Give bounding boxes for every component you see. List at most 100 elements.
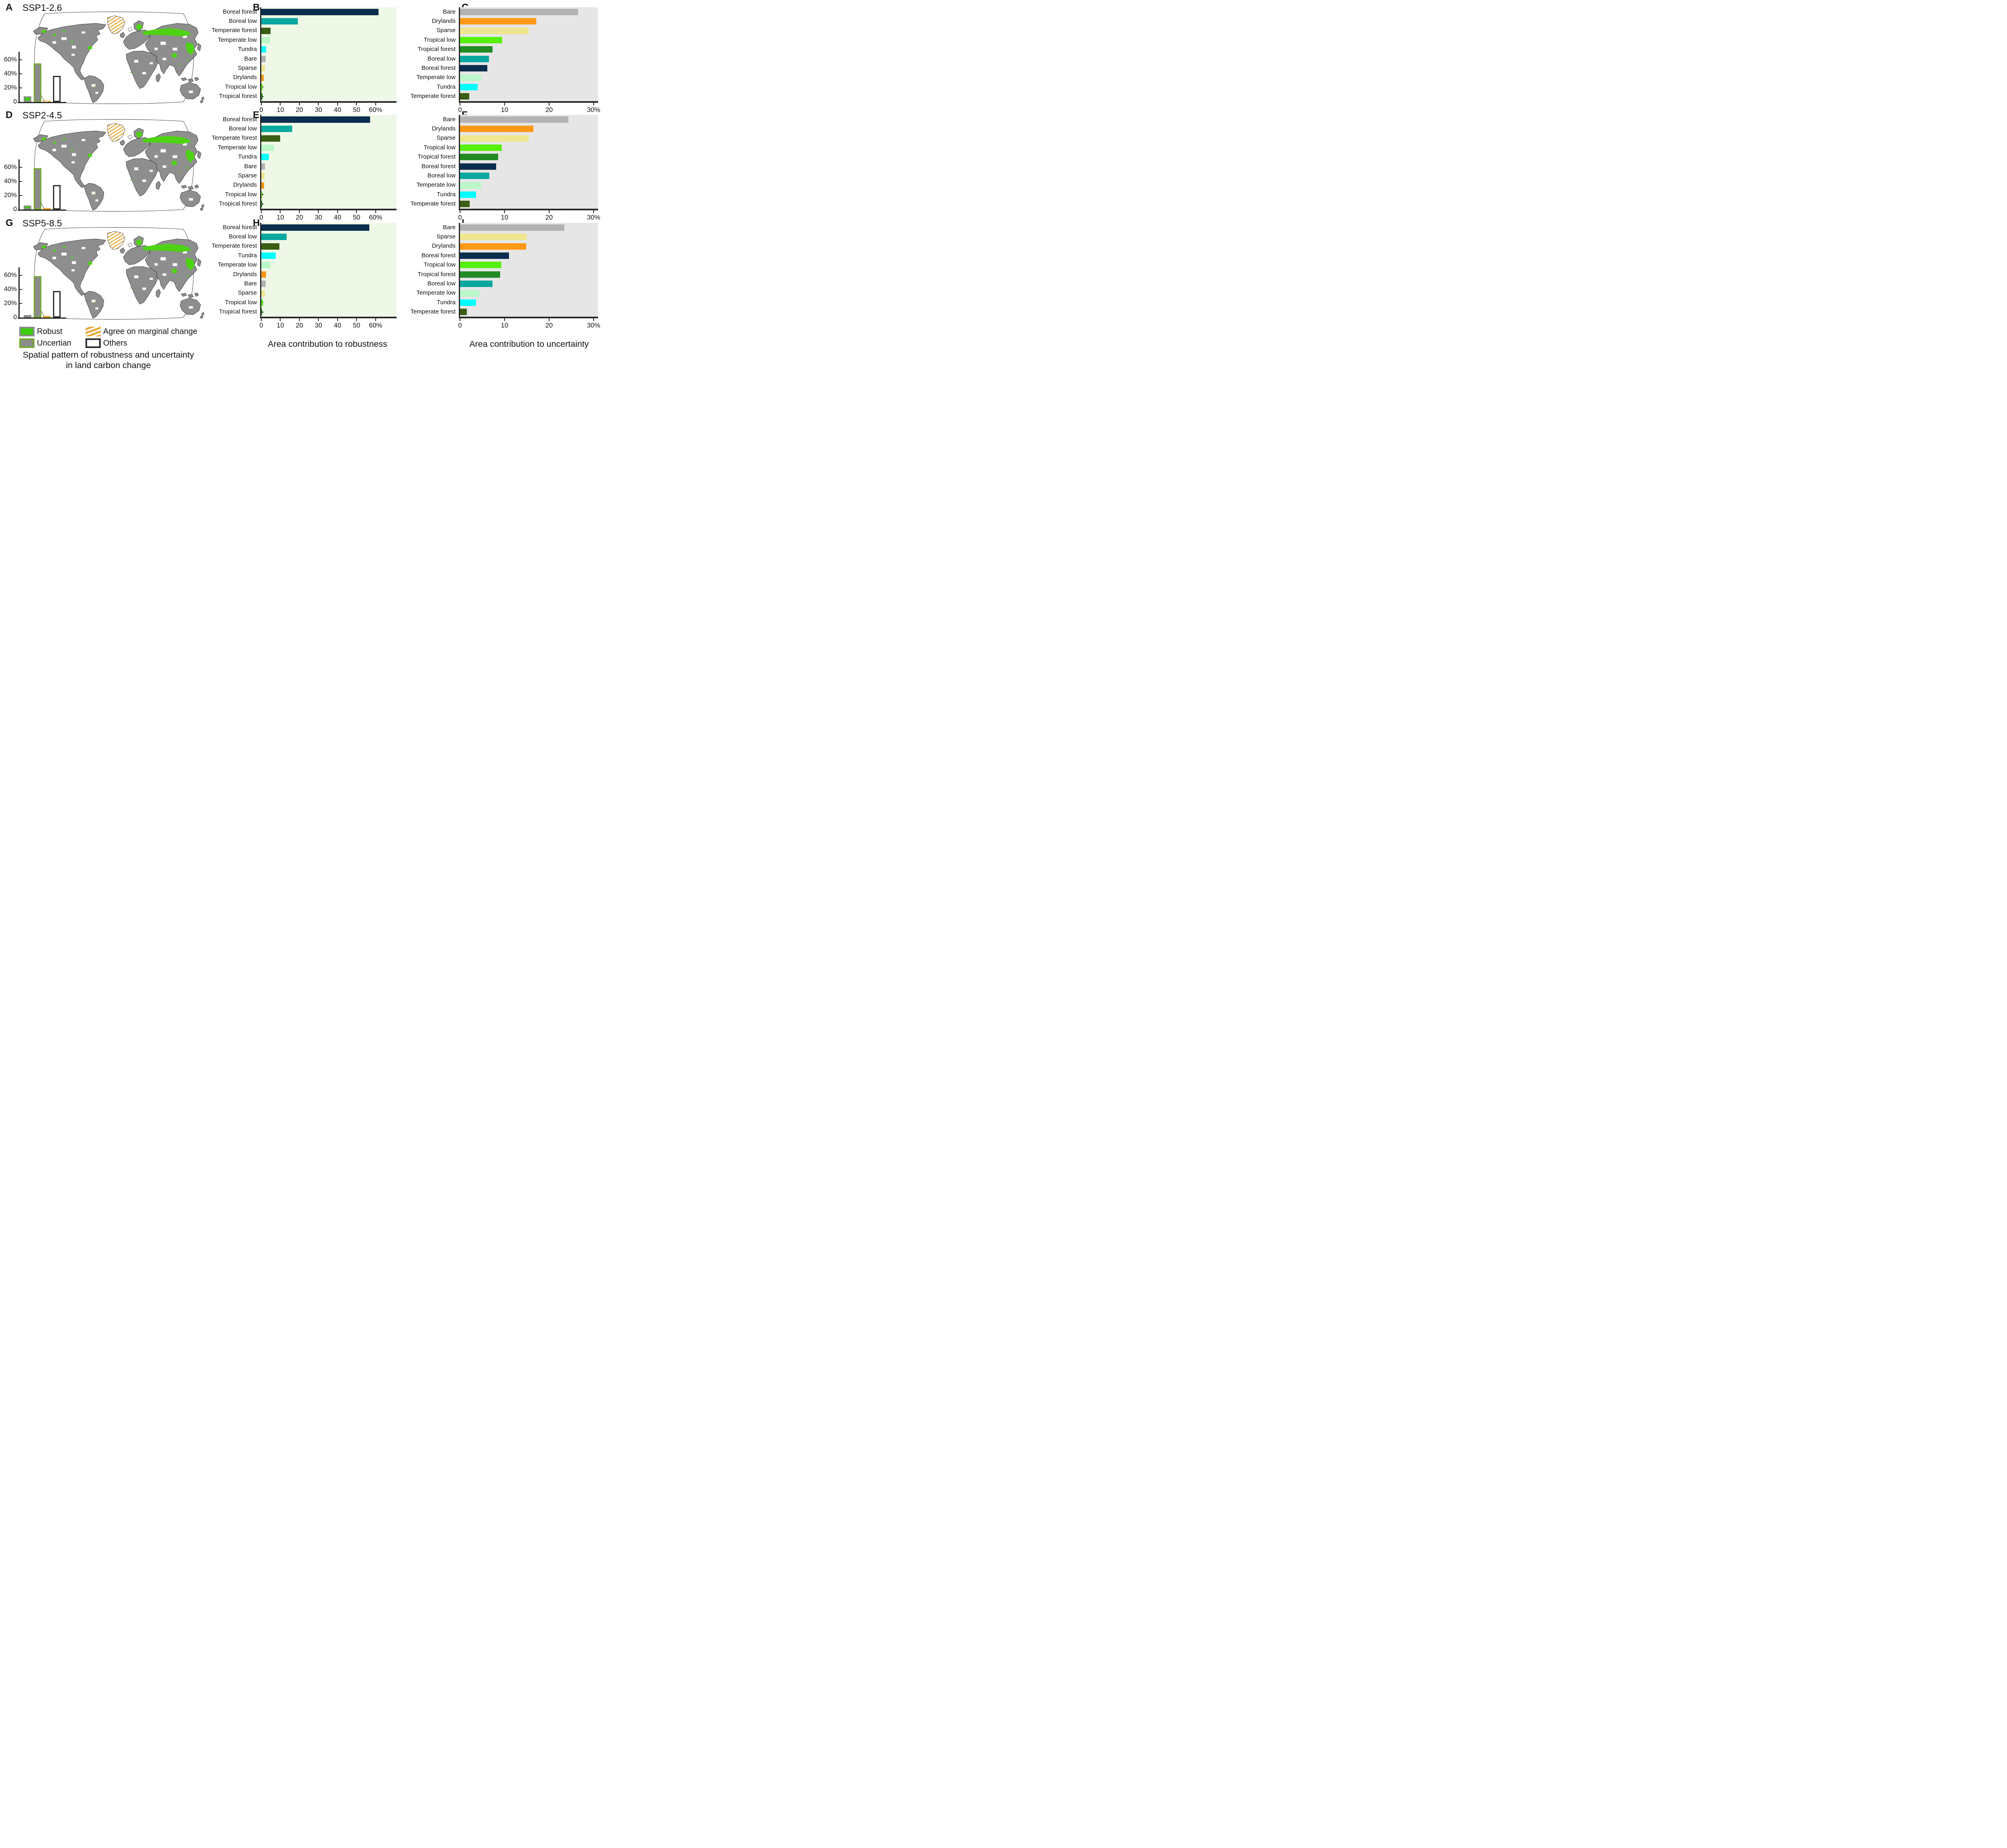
x-tick-mark <box>337 318 338 321</box>
category-label-bare: Bare <box>443 8 456 15</box>
legend-label-others: Others <box>103 339 128 348</box>
x-tick-mark <box>318 318 319 321</box>
bar-tropical-forest <box>261 201 262 208</box>
plot-area-b <box>260 7 397 103</box>
plot-area-h <box>260 223 397 318</box>
legend-swatch-others <box>85 338 101 348</box>
category-label-temperate-forest: Temperate forest <box>212 134 257 142</box>
bar-tundra <box>460 191 476 198</box>
inset-y-tick-mark <box>20 303 22 304</box>
x-tick-label: 50 <box>353 106 360 114</box>
x-tick-mark <box>593 210 594 213</box>
robustness-chart-ssp5: H Boreal forest Boreal low Temperate fores… <box>212 216 425 329</box>
bar-drylands <box>261 182 265 189</box>
category-label-tropical-forest: Tropical forest <box>417 271 456 278</box>
scenario-title-ssp1: SSP1-2.6 <box>22 2 62 13</box>
bar-temperate-forest <box>460 93 470 100</box>
inset-y-tick-label: 20% <box>4 84 17 91</box>
category-label-boreal-low: Boreal low <box>228 125 257 132</box>
inset-y-axis <box>18 159 20 211</box>
inset-y-tick-mark <box>20 73 22 74</box>
category-label-drylands: Drylands <box>233 271 257 278</box>
inset-y-tick-label: 40% <box>4 286 17 293</box>
panel-letter-g: G <box>6 218 14 228</box>
x-tick-mark <box>337 103 338 106</box>
x-tick-mark <box>261 318 262 321</box>
scenario-title-ssp5: SSP5-8.5 <box>22 218 62 228</box>
bar-boreal-forest <box>261 8 379 15</box>
inset-y-tick-label: 20% <box>4 192 17 199</box>
x-tick-mark <box>356 210 357 213</box>
inset-y-tick-mark <box>20 275 22 276</box>
bar-boreal-low <box>261 18 298 25</box>
x-tick-label: 20 <box>545 106 553 114</box>
inset-bar-uncertian <box>33 168 41 210</box>
category-label-tundra: Tundra <box>437 299 456 306</box>
bar-tropical-low <box>261 83 263 90</box>
category-label-temperate-forest: Temperate forest <box>410 200 456 208</box>
category-label-boreal-forest: Boreal forest <box>421 252 456 259</box>
inset-bar-others <box>53 76 61 102</box>
inset-y-tick-label: 0 <box>13 98 17 105</box>
x-tick-mark <box>280 103 281 106</box>
inset-y-tick-mark <box>20 195 22 196</box>
inset-bar-others <box>53 291 61 317</box>
inset-bar-robust <box>24 315 31 317</box>
category-label-sparse: Sparse <box>436 27 456 34</box>
category-label-boreal-forest: Boreal forest <box>421 64 456 71</box>
inset-y-tick-mark <box>20 59 22 60</box>
inset-y-tick-label: 0 <box>13 314 17 321</box>
x-tick-label: 10 <box>277 322 284 329</box>
category-label-temperate-forest: Temperate forest <box>212 242 257 250</box>
inset-y-axis <box>18 52 20 103</box>
bar-temperate-forest <box>261 135 280 142</box>
x-tick-mark <box>548 103 550 106</box>
category-label-tropical-low: Tropical low <box>225 191 257 198</box>
bar-boreal-forest <box>460 65 487 72</box>
bar-tundra <box>460 83 478 90</box>
inset-bar-chart-ssp1: 0 20% 40% 60% <box>0 0 76 108</box>
bar-tropical-forest <box>460 46 493 53</box>
category-label-tropical-forest: Tropical forest <box>417 153 456 161</box>
category-label-drylands: Drylands <box>233 181 257 189</box>
panel-letter-b: B <box>253 2 260 13</box>
x-tick-label: 40 <box>334 214 342 221</box>
bar-boreal-forest <box>261 224 369 231</box>
legend-swatch-robust <box>19 327 35 336</box>
inset-bar-uncertian <box>33 63 41 102</box>
bar-temperate-forest <box>261 243 280 250</box>
bar-boreal-low <box>261 126 293 132</box>
bar-boreal-forest <box>261 116 370 123</box>
category-label-tropical-forest: Tropical forest <box>219 93 257 100</box>
category-tick-mark <box>261 311 263 313</box>
x-tick-label: 0 <box>259 106 263 114</box>
category-label-drylands: Drylands <box>432 242 456 250</box>
figure-root: A SSP1-2.6 0 20% 40% 60% D SSP2-4.5 0 20% 40%… <box>0 0 602 370</box>
bar-temperate-forest <box>460 201 470 208</box>
bar-temperate-low <box>460 74 482 81</box>
category-label-sparse: Sparse <box>238 64 257 71</box>
x-tick-label: 20 <box>545 214 553 221</box>
x-axis-label-uncertainty: Area contribution to uncertainty <box>469 339 589 349</box>
x-tick-mark <box>299 210 300 213</box>
bar-bare <box>261 55 266 62</box>
bar-tundra <box>460 299 476 306</box>
caption-line-2: in land carbon change <box>66 360 151 370</box>
panel-letter-d: D <box>6 110 13 120</box>
inset-y-tick-label: 40% <box>4 178 17 185</box>
category-label-boreal-low: Boreal low <box>427 172 456 179</box>
category-label-tropical-low: Tropical low <box>225 83 257 90</box>
category-label-temperate-low: Temperate low <box>218 144 257 151</box>
category-label-tropical-forest: Tropical forest <box>219 200 257 208</box>
x-tick-mark <box>504 210 505 213</box>
legend-label-uncertian: Uncertian <box>37 339 71 348</box>
bar-temperate-low <box>261 37 270 43</box>
category-label-temperate-low: Temperate low <box>416 74 456 81</box>
bar-boreal-forest <box>460 163 496 170</box>
robustness-chart-ssp1: B Boreal forest Boreal low Temperate fores… <box>212 0 425 114</box>
x-tick-mark <box>375 210 376 213</box>
x-tick-label: 50 <box>353 214 360 221</box>
category-label-tundra: Tundra <box>437 83 456 90</box>
bar-sparse <box>261 65 265 72</box>
x-tick-mark <box>375 103 376 106</box>
